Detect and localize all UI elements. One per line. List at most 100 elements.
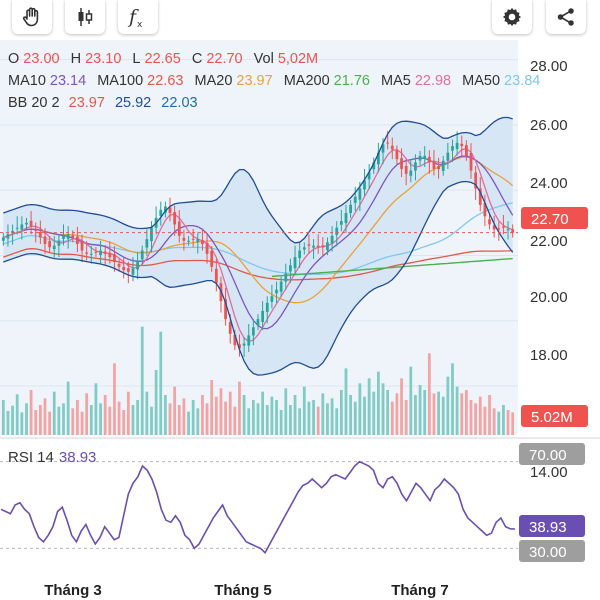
volume-bar — [182, 398, 186, 435]
price-axis: 28.00 26.00 24.00 22.00 20.00 18.00 — [530, 58, 568, 364]
candle-body — [284, 273, 288, 282]
volume-bar — [191, 400, 195, 435]
svg-text:x: x — [137, 20, 143, 30]
candle-body — [353, 196, 357, 203]
candle — [256, 314, 260, 331]
ma200-value: 21.76 — [334, 73, 370, 89]
hand-tool-button[interactable] — [12, 0, 52, 34]
settings-button[interactable] — [492, 0, 532, 34]
volume-bar — [219, 388, 223, 435]
volume-bar — [163, 395, 167, 435]
candle — [488, 214, 491, 230]
candle-body — [145, 239, 149, 248]
candle — [307, 234, 311, 254]
price-tick-label: 22.00 — [530, 233, 568, 250]
candle-body — [140, 250, 144, 260]
candle-body — [210, 250, 214, 267]
time-tick-label: Tháng 5 — [214, 582, 272, 599]
candle-body — [191, 238, 195, 240]
volume-bar — [441, 396, 445, 435]
candle — [474, 166, 478, 200]
candle — [126, 261, 130, 284]
candle — [113, 245, 116, 272]
candle-body — [196, 239, 200, 243]
candle-body — [469, 152, 473, 171]
candle-body — [506, 229, 510, 231]
candle-body — [117, 263, 121, 267]
volume-bar — [140, 326, 144, 435]
time-tick-label: Tháng 7 — [391, 582, 449, 599]
candle-body — [48, 241, 52, 248]
candle — [34, 222, 38, 243]
candlesticks — [1, 131, 515, 357]
candle-body — [265, 302, 269, 312]
candle — [377, 142, 380, 173]
candle — [400, 148, 403, 178]
volume-bar — [247, 408, 251, 435]
volume-bar — [395, 393, 399, 435]
ma20-value: 23.97 — [236, 73, 272, 89]
function-icon: f x — [127, 6, 143, 30]
volume-bar — [187, 411, 190, 435]
volume-bar — [265, 405, 269, 435]
candle — [275, 281, 278, 304]
volume-bar — [173, 386, 177, 435]
candle-body — [321, 245, 325, 248]
candle-body — [233, 334, 237, 346]
candle — [238, 334, 241, 357]
volume-bar — [427, 353, 431, 435]
candle-body — [38, 231, 42, 238]
candle — [25, 217, 28, 230]
candle-body — [108, 252, 112, 258]
candle — [344, 204, 348, 233]
volume-bar — [25, 403, 28, 435]
candle-body — [335, 227, 339, 235]
candle-body — [122, 266, 126, 271]
candle-body — [89, 253, 93, 255]
candle — [414, 154, 417, 181]
volume-bar — [404, 400, 408, 435]
candle-body — [126, 268, 130, 272]
bollinger-bands — [3, 116, 514, 376]
candle-body — [497, 228, 501, 230]
candle-body — [159, 209, 163, 216]
bb-basis-value: 23.97 — [69, 95, 105, 111]
candle — [326, 237, 329, 256]
candle — [464, 140, 468, 161]
volume-bar — [177, 405, 181, 435]
candle-body — [173, 212, 177, 225]
ma100-value: 22.63 — [147, 73, 183, 89]
volume-bar — [377, 371, 380, 435]
candle-body — [289, 265, 292, 272]
candle — [108, 241, 112, 264]
volume-bar — [298, 408, 302, 435]
rsi-70-label: 70.00 — [529, 447, 567, 464]
volume-bar — [418, 385, 422, 435]
candle — [66, 226, 70, 249]
volume-bar — [455, 386, 459, 435]
candle-body — [247, 335, 251, 346]
low-key: L — [132, 51, 140, 67]
candle — [145, 229, 149, 256]
bollinger-band-fill — [3, 117, 513, 376]
candle-body — [474, 172, 478, 189]
indicators-button[interactable]: f x — [118, 0, 158, 34]
candle — [478, 177, 482, 212]
candle — [251, 319, 255, 346]
candle-body — [455, 142, 459, 150]
candle-body — [76, 236, 79, 245]
candle — [367, 164, 371, 190]
volume-bar — [48, 411, 52, 435]
candle-body — [182, 237, 186, 241]
share-button[interactable] — [546, 0, 586, 34]
volume-bar — [57, 406, 61, 435]
candle — [99, 240, 102, 264]
close-key: C — [192, 51, 202, 67]
time-axis: Tháng 3 Tháng 5 Tháng 7 — [44, 582, 449, 599]
candle — [214, 259, 218, 292]
candle-body — [205, 243, 209, 254]
candle — [437, 157, 440, 179]
chart-type-button[interactable] — [65, 0, 105, 34]
candle — [451, 139, 454, 163]
